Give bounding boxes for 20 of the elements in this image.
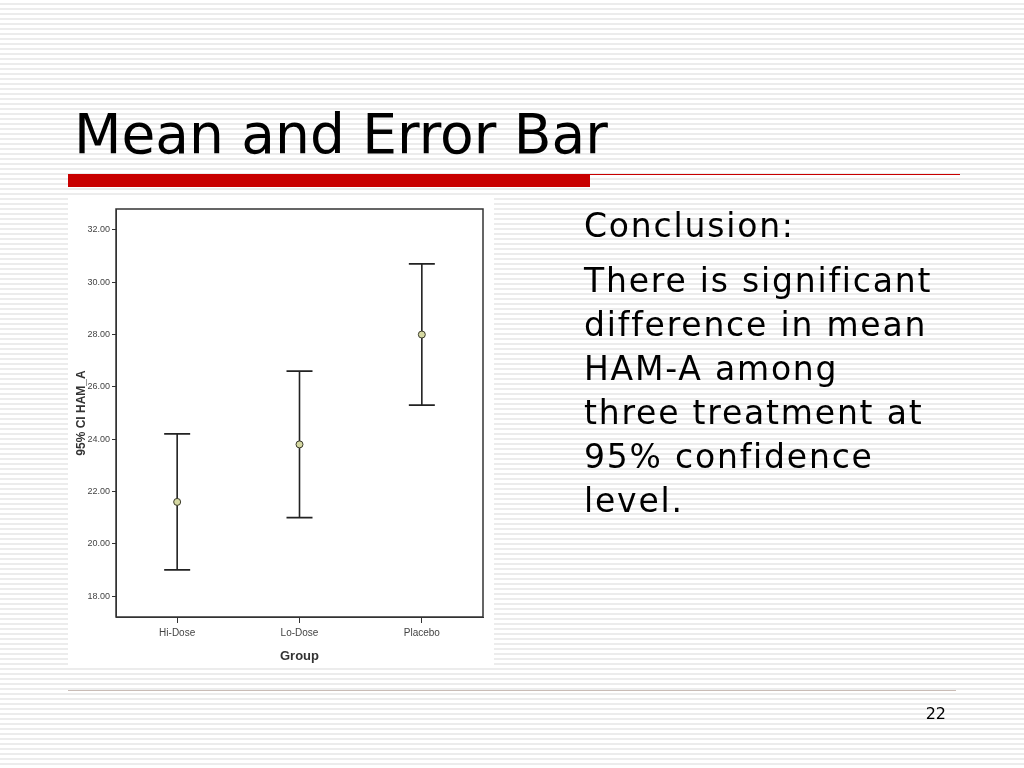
text: Conclusion: — [584, 205, 796, 247]
x-tick-label: Hi-Dose — [159, 626, 196, 638]
point — [417, 330, 426, 339]
y-tick-label: 32.00 — [87, 224, 110, 235]
y-tick-label: 18.00 — [87, 590, 110, 601]
y-axis-title: 95% CI HAM_A — [73, 369, 88, 456]
y-tick-label: 24.00 — [87, 433, 110, 444]
point — [173, 497, 182, 506]
x-tick-label: Placebo — [403, 626, 441, 638]
y-tick-label: 22.00 — [87, 485, 110, 496]
x-tick-label: Lo-Dose — [280, 626, 319, 638]
y-tick-label: 26.00 — [87, 381, 110, 392]
y-tick-label: 28.00 — [87, 329, 110, 340]
point — [295, 440, 304, 449]
y-tick-label: 20.00 — [87, 538, 110, 549]
text: 22 — [925, 704, 946, 723]
y-tick-label: 30.00 — [87, 276, 110, 287]
x-axis-title: Group — [280, 647, 320, 663]
text: There is significant difference in mean HAM-A among three treatment at 95% confidence level. — [584, 260, 934, 522]
chart-title: Mean and Error Bar — [74, 101, 608, 167]
